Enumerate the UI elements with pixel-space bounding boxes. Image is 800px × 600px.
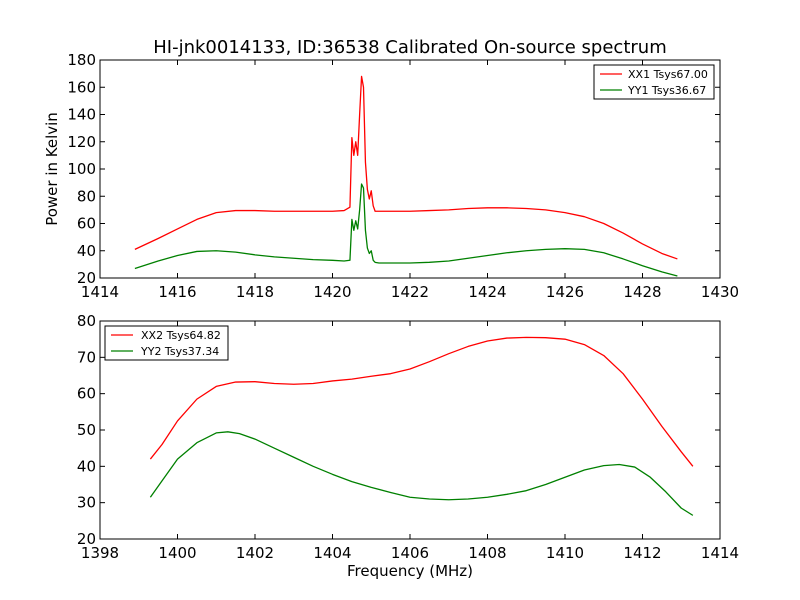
top-series-line-1	[134, 183, 678, 277]
bot-x-tick-label: 1404	[313, 544, 351, 562]
bot-y-tick-label: 20	[77, 530, 96, 548]
top-y-tick-label: 160	[67, 78, 96, 96]
top-x-tick-label: 1414	[81, 283, 119, 301]
figure-title: HI-jnk0014133, ID:36538 Calibrated On-so…	[153, 37, 666, 58]
top-y-tick-label: 20	[77, 269, 96, 287]
top-x-tick-label: 1430	[701, 283, 739, 301]
top-legend-label-xx1: XX1 Tsys67.00	[628, 68, 708, 81]
top-x-tick-label: 1424	[468, 283, 506, 301]
top-x-tick-label: 1416	[158, 283, 196, 301]
bot-x-tick-label: 1408	[468, 544, 506, 562]
top-y-tick-label: 140	[67, 106, 96, 124]
top-plot-series	[134, 75, 678, 277]
top-y-tick-label: 40	[77, 242, 96, 260]
top-y-tick-label: 60	[77, 215, 96, 233]
bot-y-tick-label: 50	[77, 421, 96, 439]
top-x-tick-label: 1428	[623, 283, 661, 301]
bot-x-tick-label: 1410	[546, 544, 584, 562]
top-legend-label-yy1: YY1 Tsys36.67	[627, 84, 706, 97]
bottom-plot: 1398 1400 1402 1404 1406 1408 1410 1412 1414 20 3…	[77, 312, 739, 580]
top-series-line-0	[134, 75, 678, 260]
top-y-tick-label: 100	[67, 160, 96, 178]
bot-y-tick-label: 40	[77, 457, 96, 475]
bottom-legend-box	[104, 325, 229, 361]
bot-y-tick-label: 70	[77, 348, 96, 366]
bot-x-tick-label: 1414	[701, 544, 739, 562]
bottom-plot-y-axis: 20 30 40 50 60 70 80	[77, 312, 720, 548]
top-x-tick-label: 1420	[313, 283, 351, 301]
top-plot: 1414 1416 1418 1420 1422 1424 1426 1428 1430 20 4…	[43, 51, 739, 301]
bottom-legend-label-yy2: YY2 Tsys37.34	[140, 345, 219, 358]
bot-x-tick-label: 1406	[391, 544, 429, 562]
bottom-legend-label-xx2: XX2 Tsys64.82	[141, 329, 221, 342]
bottom-plot-x-label: Frequency (MHz)	[347, 562, 473, 580]
bot-x-tick-label: 1400	[158, 544, 196, 562]
top-x-tick-label: 1426	[546, 283, 584, 301]
bot-x-tick-label: 1412	[623, 544, 661, 562]
bot-y-tick-label: 30	[77, 494, 96, 512]
bot-series-line-0	[149, 336, 694, 467]
top-y-tick-label: 120	[67, 133, 96, 151]
top-plot-y-axis: 20 40 60 80 100 120 140 160 180	[67, 51, 720, 287]
top-y-tick-label: 180	[67, 51, 96, 69]
bottom-plot-legend: XX2 Tsys64.82 YY2 Tsys37.34	[104, 325, 229, 361]
bot-x-tick-label: 1398	[81, 544, 119, 562]
bot-series-line-1	[149, 431, 694, 516]
top-plot-legend: XX1 Tsys67.00 YY1 Tsys36.67	[593, 64, 715, 100]
top-x-tick-label: 1418	[236, 283, 274, 301]
bot-x-tick-label: 1402	[236, 544, 274, 562]
top-plot-y-label: Power in Kelvin	[43, 112, 61, 226]
top-legend-box	[593, 64, 715, 100]
bot-y-tick-label: 80	[77, 312, 96, 330]
bottom-plot-x-axis: 1398 1400 1402 1404 1406 1408 1410 1412 1414	[81, 321, 739, 562]
top-x-tick-label: 1422	[391, 283, 429, 301]
top-y-tick-label: 80	[77, 187, 96, 205]
bottom-plot-series	[149, 336, 694, 516]
bot-y-tick-label: 60	[77, 385, 96, 403]
top-plot-x-axis: 1414 1416 1418 1420 1422 1424 1426 1428 1430	[81, 60, 739, 301]
